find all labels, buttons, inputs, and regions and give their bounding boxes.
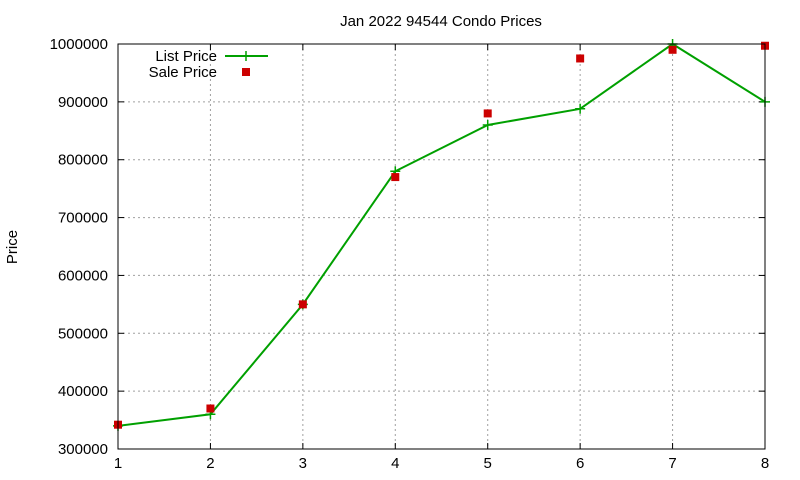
sale-price-point xyxy=(298,300,307,309)
legend-marker-list-price xyxy=(241,51,251,61)
y-tick-label: 900000 xyxy=(58,94,108,111)
grid-lines xyxy=(118,44,765,449)
x-tick-label: 2 xyxy=(206,455,214,472)
x-tick-label: 3 xyxy=(299,455,307,472)
list-price-line xyxy=(117,42,766,427)
sale-price-point xyxy=(483,109,492,118)
y-tick-label: 400000 xyxy=(58,383,108,400)
plot-frame xyxy=(117,43,766,450)
y-tick-label: 600000 xyxy=(58,267,108,284)
x-tick-label: 8 xyxy=(761,455,769,472)
legend-marker-sale-price xyxy=(242,68,250,76)
x-tick-label: 4 xyxy=(391,455,399,472)
sale-price-point xyxy=(206,404,215,413)
legend-label-sale-price: Sale Price xyxy=(149,64,217,81)
legend-label-list-price: List Price xyxy=(155,48,217,65)
axis-ticks: 1 2 3 4 5 6 7 8 300000 400000 500000 600000 700000 80… xyxy=(50,36,770,472)
y-tick-label: 700000 xyxy=(58,210,108,227)
y-tick-label: 1000000 xyxy=(50,36,108,53)
x-tick-label: 6 xyxy=(576,455,584,472)
series-layer xyxy=(113,39,770,431)
sale-price-point xyxy=(668,45,677,54)
y-tick-label: 500000 xyxy=(58,325,108,342)
x-tick-label: 1 xyxy=(114,455,122,472)
chart-title: Jan 2022 94544 Condo Prices xyxy=(340,13,542,30)
y-tick-label: 800000 xyxy=(58,152,108,169)
sale-price-point xyxy=(576,54,585,63)
x-tick-label: 5 xyxy=(484,455,492,472)
x-tick-label: 7 xyxy=(668,455,676,472)
list-price-point xyxy=(482,120,493,130)
list-price-point xyxy=(575,103,586,114)
y-tick-label: 300000 xyxy=(58,441,108,458)
y-axis-label: Price xyxy=(4,230,21,264)
sale-price-point xyxy=(391,173,400,182)
